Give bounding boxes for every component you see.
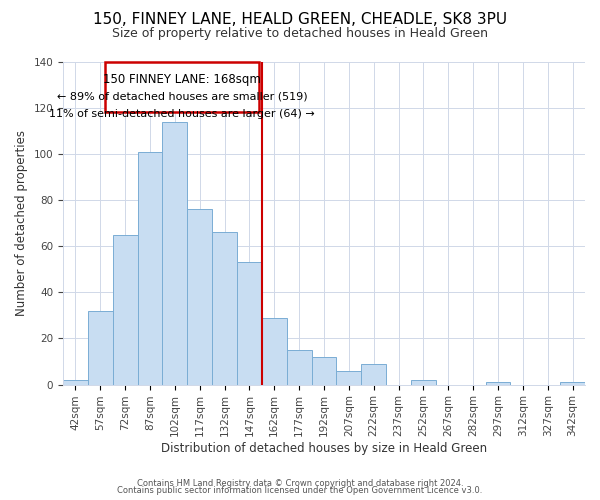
Text: Size of property relative to detached houses in Heald Green: Size of property relative to detached ho… [112, 28, 488, 40]
Bar [485, 382, 511, 384]
Text: Contains public sector information licensed under the Open Government Licence v3: Contains public sector information licen… [118, 486, 482, 495]
Bar [337, 371, 361, 384]
Bar [560, 382, 585, 384]
Bar [88, 310, 113, 384]
Bar [187, 209, 212, 384]
Bar [113, 234, 137, 384]
Bar [212, 232, 237, 384]
Text: ← 89% of detached houses are smaller (519): ← 89% of detached houses are smaller (51… [57, 92, 308, 102]
Text: Contains HM Land Registry data © Crown copyright and database right 2024.: Contains HM Land Registry data © Crown c… [137, 478, 463, 488]
Bar [262, 318, 287, 384]
Text: 150 FINNEY LANE: 168sqm: 150 FINNEY LANE: 168sqm [103, 73, 261, 86]
Text: 150, FINNEY LANE, HEALD GREEN, CHEADLE, SK8 3PU: 150, FINNEY LANE, HEALD GREEN, CHEADLE, … [93, 12, 507, 28]
Bar [287, 350, 311, 384]
Bar [411, 380, 436, 384]
Y-axis label: Number of detached properties: Number of detached properties [15, 130, 28, 316]
Bar [361, 364, 386, 384]
X-axis label: Distribution of detached houses by size in Heald Green: Distribution of detached houses by size … [161, 442, 487, 455]
Text: 11% of semi-detached houses are larger (64) →: 11% of semi-detached houses are larger (… [49, 109, 315, 119]
Bar [311, 357, 337, 384]
Bar [237, 262, 262, 384]
Bar [137, 152, 163, 384]
FancyBboxPatch shape [105, 62, 259, 112]
Bar [163, 122, 187, 384]
Bar [63, 380, 88, 384]
